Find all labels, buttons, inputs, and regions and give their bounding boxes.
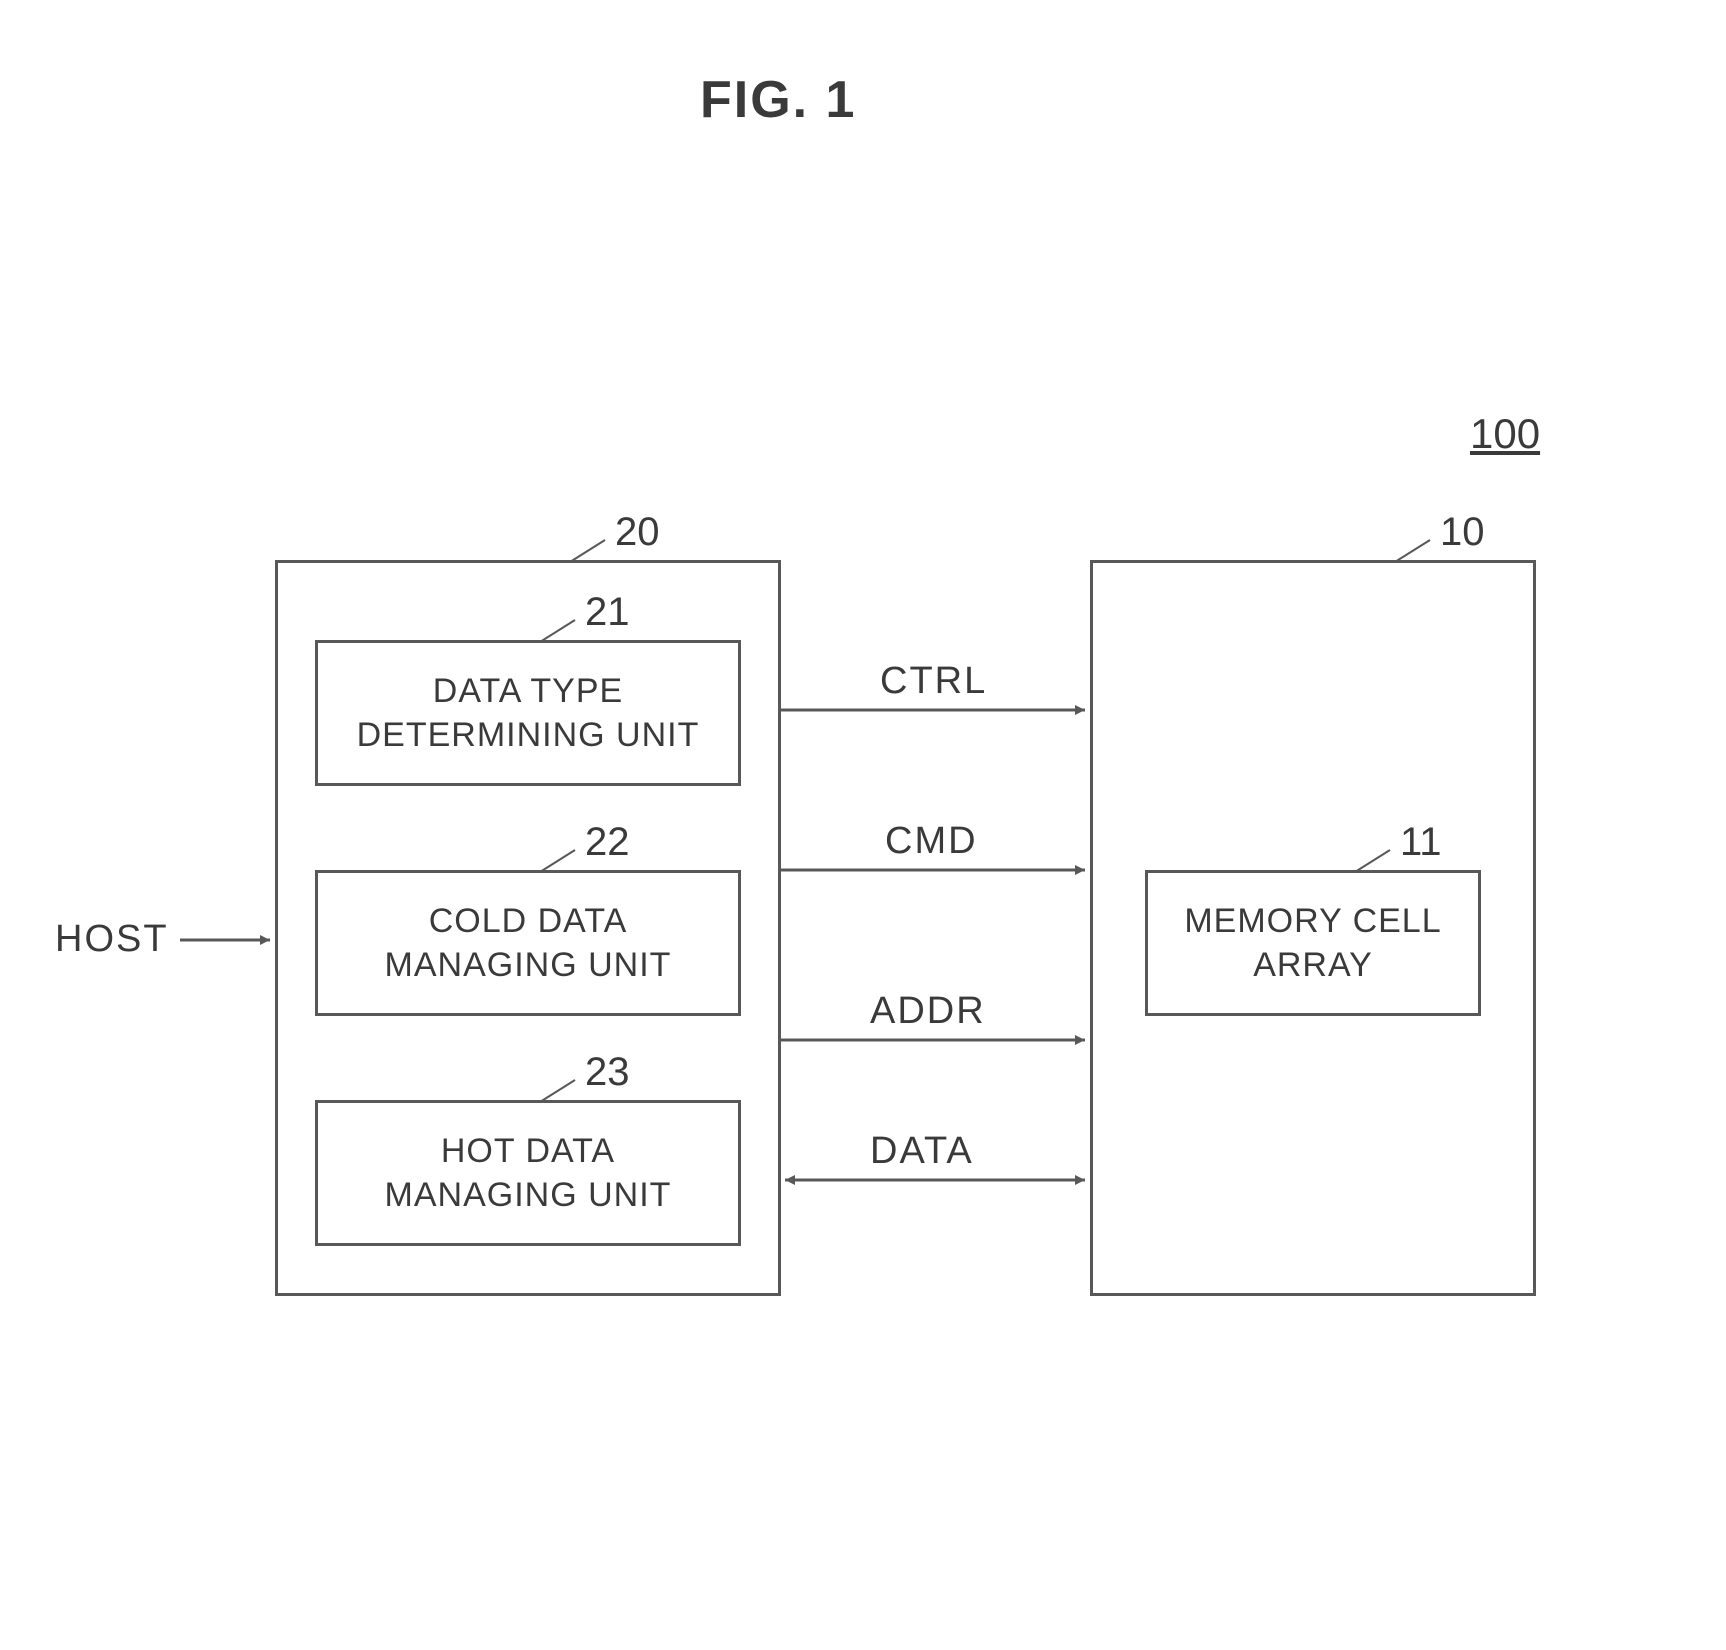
ref-array: 11 — [1400, 820, 1442, 865]
ctrl-label: CTRL — [880, 660, 987, 703]
addr-label: ADDR — [870, 990, 986, 1033]
ref-cold-unit: 22 — [585, 820, 630, 865]
host-label: HOST — [55, 918, 169, 961]
memory-cell-array-label: MEMORY CELL ARRAY — [1184, 899, 1441, 987]
hot-data-unit-label: HOT DATA MANAGING UNIT — [385, 1129, 672, 1217]
data-label: DATA — [870, 1130, 974, 1173]
ref-hot-unit: 23 — [585, 1050, 630, 1095]
diagram-canvas: FIG. 1 100 DATA TYPE DETERMINING UNIT CO… — [0, 0, 1726, 1650]
ref-data-type-unit: 21 — [585, 590, 630, 635]
data-type-unit-label: DATA TYPE DETERMINING UNIT — [357, 669, 700, 757]
ref-controller: 20 — [615, 510, 660, 555]
ref-system: 100 — [1470, 410, 1540, 458]
cold-data-unit: COLD DATA MANAGING UNIT — [315, 870, 741, 1016]
memory-cell-array: MEMORY CELL ARRAY — [1145, 870, 1481, 1016]
cmd-label: CMD — [885, 820, 978, 863]
figure-title: FIG. 1 — [700, 70, 856, 130]
data-type-unit: DATA TYPE DETERMINING UNIT — [315, 640, 741, 786]
ref-device: 10 — [1440, 510, 1485, 555]
cold-data-unit-label: COLD DATA MANAGING UNIT — [385, 899, 672, 987]
hot-data-unit: HOT DATA MANAGING UNIT — [315, 1100, 741, 1246]
